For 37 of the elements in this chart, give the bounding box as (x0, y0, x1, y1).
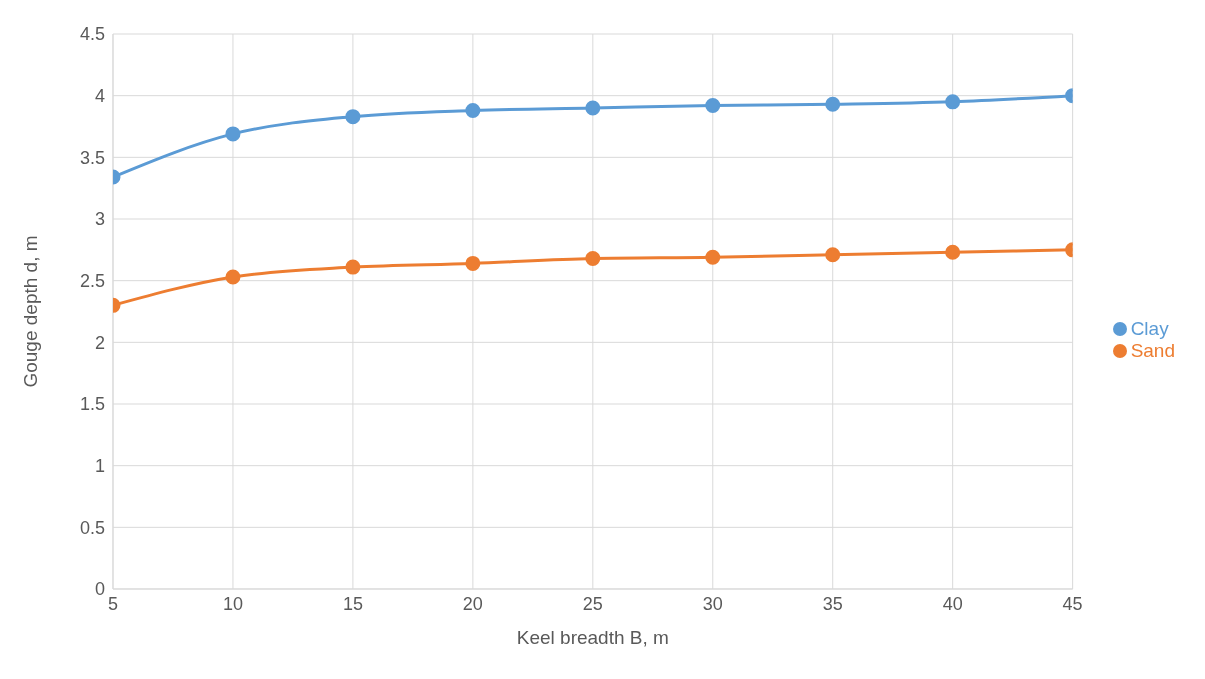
y-tick-label: 3 (94, 209, 105, 230)
point (825, 96, 841, 112)
point (945, 94, 961, 110)
x-tick-label: 20 (462, 593, 483, 614)
y-tick-label: 0 (94, 579, 105, 600)
point (465, 255, 481, 271)
point (705, 249, 721, 265)
y-tick-label: 4.5 (79, 24, 105, 45)
x-tick-label: 35 (822, 593, 843, 614)
y-tick-label: 3.5 (79, 147, 105, 168)
point (345, 109, 361, 125)
y-tick-label: 4 (94, 86, 105, 107)
point (705, 98, 721, 114)
point (585, 250, 601, 266)
y-tick-label: 0.5 (79, 517, 105, 538)
point (945, 244, 961, 260)
x-tick-label: 40 (942, 593, 963, 614)
x-tick-label: 45 (1062, 593, 1083, 614)
legend-label: Clay (1130, 317, 1169, 339)
x-tick-label: 5 (107, 593, 119, 614)
point (585, 100, 601, 116)
legend-label: Sand (1130, 339, 1175, 361)
x-tick-label: 15 (342, 593, 363, 614)
point (465, 102, 481, 118)
x-tick-label: 30 (702, 593, 723, 614)
y-tick-label: 2.5 (79, 271, 105, 292)
x-axis-title: Keel breadth B, m (516, 627, 669, 648)
y-tick-label: 2 (94, 332, 105, 353)
point (225, 269, 241, 285)
point (225, 126, 241, 142)
y-tick-label: 1.5 (79, 394, 105, 415)
x-tick-label: 10 (222, 593, 243, 614)
y-tick-label: 1 (94, 456, 105, 477)
point (345, 259, 361, 275)
point (825, 247, 841, 263)
x-tick-label: 25 (582, 593, 603, 614)
y-axis-title: Gouge depth d, m (19, 235, 41, 388)
